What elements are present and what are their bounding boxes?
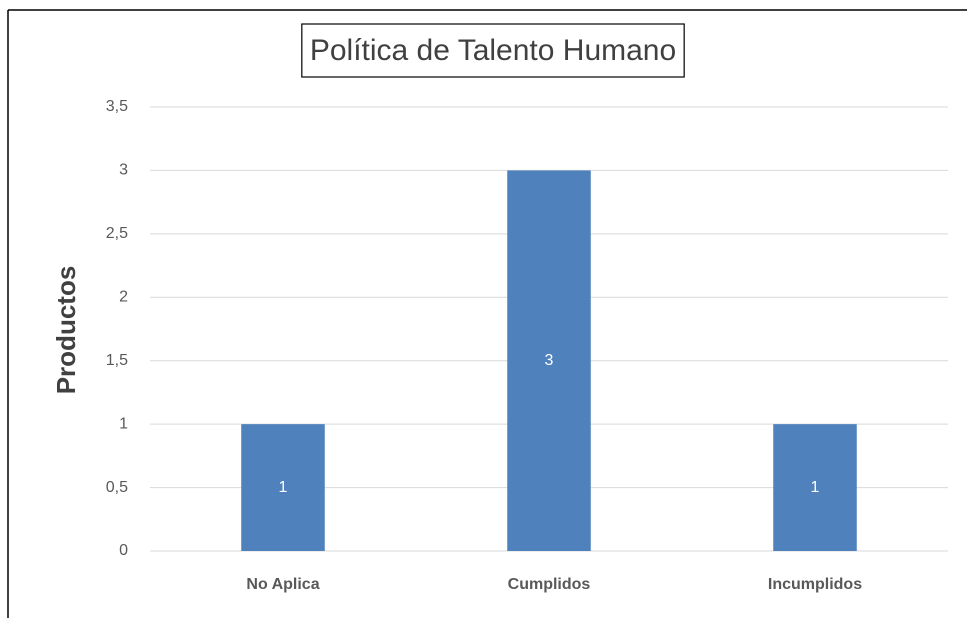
data-label: 1 — [279, 479, 288, 496]
y-tick-label: 2,5 — [106, 225, 128, 242]
y-tick-label: 1,5 — [106, 352, 128, 369]
x-tick-label: No Aplica — [246, 576, 319, 593]
y-tick-label: 3 — [119, 162, 128, 179]
y-tick-label: 0,5 — [106, 479, 128, 496]
y-tick-label: 3,5 — [106, 98, 128, 115]
y-axis-label: Productos — [51, 266, 81, 395]
bar — [507, 170, 591, 551]
bar — [773, 424, 857, 551]
bar — [241, 424, 325, 551]
y-tick-label: 2 — [119, 289, 128, 306]
y-tick-label: 1 — [119, 415, 128, 432]
title-box — [301, 23, 685, 78]
x-tick-label: Incumplidos — [768, 576, 862, 593]
chart-title: Política de Talento Humano — [310, 34, 676, 67]
data-label: 3 — [545, 352, 554, 369]
x-tick-label: Cumplidos — [508, 576, 591, 593]
y-tick-label: 0 — [119, 542, 128, 559]
data-label: 1 — [811, 479, 820, 496]
